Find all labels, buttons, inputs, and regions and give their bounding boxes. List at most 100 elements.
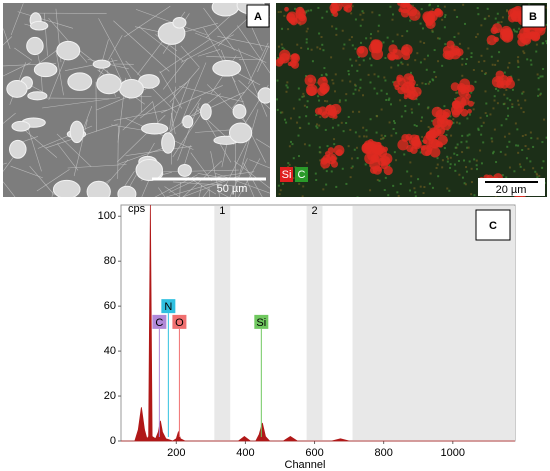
pixel [384,176,387,179]
particle [211,3,240,17]
pixel [307,47,310,50]
pixel [470,55,473,58]
pixel [486,47,489,50]
pixel [536,73,539,76]
pixel [354,83,357,86]
cluster [295,8,306,20]
pixel [529,131,532,134]
pixel [401,63,404,66]
pixel [475,168,478,171]
pixel [503,93,506,96]
fiber [134,26,160,33]
pixel [475,164,478,167]
cluster [414,135,420,140]
annotation-box [254,314,269,329]
x-tick-label: 1000 [441,447,465,459]
fiber [169,86,176,130]
pixel [524,145,527,148]
pixel [322,49,325,52]
fiber [170,113,176,135]
pixel [455,91,458,94]
pixel [334,90,337,93]
fiber [51,190,54,197]
pixel [323,67,326,70]
pixel [460,141,463,144]
pixel [354,88,357,91]
fiber [3,36,13,46]
pixel [483,60,486,63]
annotation-label: Si [256,317,266,329]
pixel [480,162,483,165]
particle [212,59,242,77]
fiber [168,178,198,193]
pixel [321,43,324,46]
fiber [203,7,235,51]
pixel [277,11,280,14]
pixel [359,86,362,89]
cluster [451,109,461,118]
particle [9,139,27,159]
pixel [509,99,512,102]
annotation-box [161,299,176,314]
pixel [390,103,393,106]
fiber [98,18,134,83]
fiber [238,80,270,110]
fiber [239,109,259,174]
pixel [391,13,394,16]
pixel [345,182,348,185]
pixel [452,118,455,121]
fiber [180,45,200,68]
pixel [335,33,338,36]
particle [86,180,111,197]
pixel [376,92,379,95]
pixel [500,124,503,127]
pixel [489,113,492,116]
pixel [463,182,466,185]
fiber [197,49,221,57]
cluster [317,86,327,96]
fiber [117,126,119,179]
scale-bar-label: 50 µm [217,183,248,195]
pixel [411,4,414,7]
pixel [484,72,487,75]
pixel [542,42,545,45]
pixel [423,42,426,45]
pixel [517,103,520,106]
y-tick-label: 60 [104,300,116,312]
fiber [158,187,166,197]
pixel [364,163,367,166]
fiber [162,58,188,90]
pixel [341,29,344,32]
pixel [325,170,328,173]
pixel [468,160,471,163]
pixel [297,87,300,90]
cluster [519,32,531,44]
pixel [530,137,533,140]
pixel [517,78,520,81]
pixel [351,44,354,47]
pixel [441,159,444,162]
pixel [311,60,314,63]
cluster [405,133,413,141]
pixel [390,66,393,69]
fiber [3,181,16,197]
pixel [302,185,305,188]
particle [135,159,163,181]
pixel [415,98,418,101]
pixel [499,150,502,153]
particle [228,122,253,144]
pixel [288,163,291,166]
cluster [333,144,345,156]
pixel [289,140,292,143]
pixel [314,172,317,175]
pixel [517,151,520,154]
pixel [517,66,520,69]
pixel [373,87,376,90]
pixel [524,133,527,136]
fiber [233,160,270,189]
pixel [422,192,425,195]
pixel [470,52,473,55]
pixel [356,196,359,197]
cluster [341,3,353,9]
pixel [359,24,362,27]
